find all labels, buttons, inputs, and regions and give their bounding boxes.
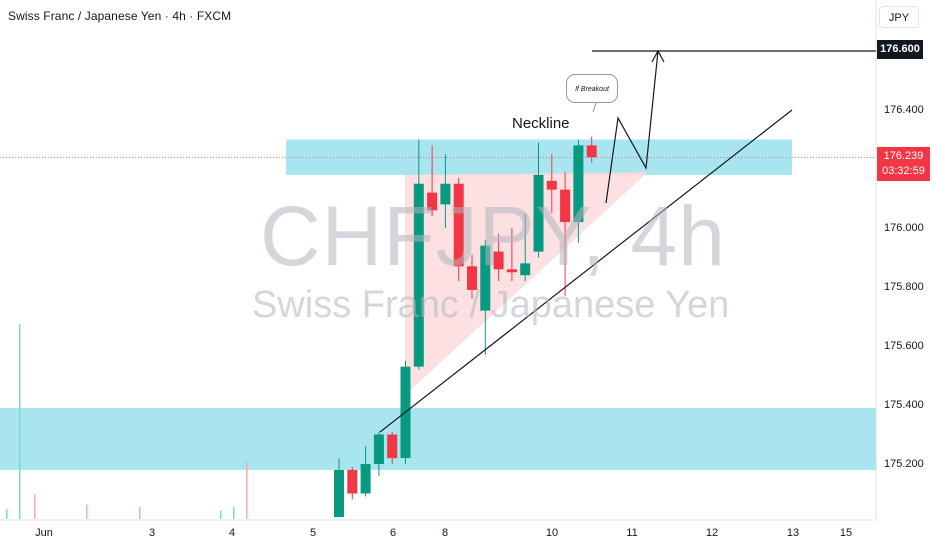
chart-title: Swiss Franc / Japanese Yen · 4h · FXCM — [8, 9, 232, 23]
candle-body — [560, 189, 571, 223]
candle-body — [373, 434, 384, 464]
volume-bar — [34, 494, 36, 519]
current-price-label: 176.239 03:32:59 — [877, 147, 930, 181]
y-tick-label: 176.400 — [884, 104, 924, 116]
candle-body — [387, 434, 398, 459]
volume-bar — [19, 324, 21, 519]
candle-body — [480, 245, 491, 311]
currency-button[interactable]: JPY — [879, 6, 919, 28]
x-tick-label: 6 — [389, 527, 397, 539]
y-tick-label: 175.600 — [884, 340, 924, 352]
y-tick-label: 175.800 — [884, 281, 924, 293]
x-tick-label: 8 — [441, 527, 449, 539]
volume-bar — [233, 506, 235, 519]
candle-body — [467, 266, 477, 290]
x-tick-label: 15 — [839, 527, 853, 539]
watermark-symbol: CHFJPY, 4h — [260, 189, 726, 283]
candle-body — [334, 469, 344, 518]
y-tick-label: 176.000 — [884, 222, 924, 234]
watermark-name: Swiss Franc / Japanese Yen — [252, 284, 730, 326]
volume-bar — [220, 510, 222, 519]
candle-body — [453, 183, 464, 267]
x-tick-label: 3 — [148, 527, 156, 539]
x-tick-label: 11 — [626, 527, 638, 539]
breakout-projection-path — [605, 50, 659, 204]
support-zone — [0, 407, 876, 470]
x-tick-label: 13 — [786, 527, 800, 539]
x-tick-label: 5 — [309, 527, 317, 539]
candle-body — [427, 192, 438, 211]
countdown-timer: 03:32:59 — [882, 165, 925, 177]
candle-body — [360, 464, 371, 494]
target-price-label: 176.600 — [877, 40, 923, 59]
candle-body — [533, 174, 544, 252]
candle-body — [573, 145, 584, 223]
callout-tail — [592, 102, 597, 113]
candle-body — [440, 183, 451, 205]
candle-body — [413, 183, 424, 367]
candle-body — [493, 251, 504, 270]
candle-body — [506, 269, 517, 273]
candle-body — [546, 180, 557, 190]
volume-bar — [246, 461, 248, 519]
volume-bar — [86, 504, 88, 519]
candle-body — [347, 469, 358, 494]
breakout-callout: If Breakout — [566, 74, 618, 103]
x-tick-label: 10 — [545, 527, 559, 539]
x-tick-label: 4 — [228, 527, 236, 539]
volume-bar — [139, 506, 141, 519]
ascending-trendline — [379, 109, 793, 433]
current-price-value: 176.239 — [883, 150, 924, 162]
y-tick-label: 175.400 — [884, 399, 924, 411]
triangle-pattern — [405, 172, 648, 395]
y-tick-label: 175.200 — [884, 458, 924, 470]
candle-body — [586, 145, 597, 158]
arrow-head — [651, 49, 665, 63]
x-tick-label: Jun — [35, 527, 53, 539]
x-tick-label: 12 — [705, 527, 719, 539]
volume-bar — [6, 508, 8, 519]
neckline-label: Neckline — [512, 115, 570, 132]
candle-body — [520, 263, 531, 276]
